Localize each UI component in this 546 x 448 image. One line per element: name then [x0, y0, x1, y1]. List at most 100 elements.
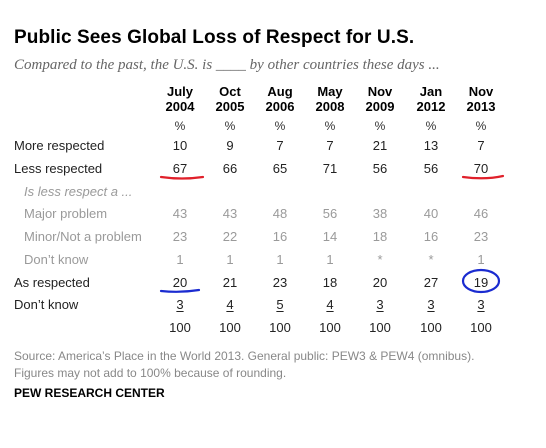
red-underline-july-2004 — [159, 175, 205, 180]
percent-unit-label: % — [274, 119, 286, 133]
column-header-month: Nov — [468, 84, 494, 99]
table-cell: 1 — [326, 252, 334, 267]
table-cell: * — [377, 252, 383, 267]
table-cell: 48 — [272, 206, 288, 221]
table-cell: 23 — [473, 229, 489, 244]
chart-title: Public Sees Global Loss of Respect for U… — [14, 27, 415, 48]
table-cell: 100 — [219, 320, 241, 335]
table-cell: 13 — [423, 138, 439, 153]
column-header-year: 2008 — [315, 99, 345, 114]
column-header-year: 2009 — [365, 99, 395, 114]
table-cell: 66 — [222, 161, 238, 176]
table-cell: * — [428, 252, 434, 267]
table-cell: 23 — [272, 275, 288, 290]
table-cell: 22 — [222, 229, 238, 244]
table-cell: 70 — [473, 161, 489, 176]
table-cell: 46 — [473, 206, 489, 221]
row-label: As respected — [14, 275, 90, 290]
column-header-month: May — [317, 84, 343, 99]
percent-unit-label: % — [475, 119, 487, 133]
percent-unit-label: % — [224, 119, 236, 133]
table-cell: 43 — [172, 206, 188, 221]
row-label: Major problem — [24, 206, 108, 221]
column-header: Aug 2006 — [250, 84, 310, 114]
percent-unit-label: % — [324, 119, 336, 133]
table-cell: 1 — [176, 252, 184, 267]
table-cell: 7 — [326, 138, 334, 153]
column-header: Jan 2012 — [401, 84, 461, 114]
chart-subtitle: Compared to the past, the U.S. is ____ b… — [14, 57, 440, 73]
table-cell: 21 — [222, 275, 238, 290]
table-cell: 40 — [423, 206, 439, 221]
table-cell: 19 — [473, 275, 489, 290]
table-cell: 16 — [423, 229, 439, 244]
column-header-year: 2013 — [466, 99, 496, 114]
percent-unit-label: % — [374, 119, 386, 133]
table-cell: 21 — [372, 138, 388, 153]
column-header: May 2008 — [300, 84, 360, 114]
table-cell: 3 — [477, 297, 485, 312]
table-cell: 1 — [226, 252, 234, 267]
table-cell: 9 — [226, 138, 234, 153]
row-label: Don’t know — [24, 252, 89, 267]
table-cell: 18 — [322, 275, 338, 290]
column-header-year: 2005 — [215, 99, 245, 114]
table-cell: 14 — [322, 229, 338, 244]
table-cell: 100 — [319, 320, 341, 335]
column-header: Nov 2013 — [451, 84, 511, 114]
table-cell: 3 — [427, 297, 435, 312]
row-label: Is less respect a ... — [24, 184, 133, 199]
column-header-year: 2012 — [416, 99, 446, 114]
table-cell: 1 — [477, 252, 485, 267]
table-cell: 10 — [172, 138, 188, 153]
column-header: July 2004 — [150, 84, 210, 114]
table-cell: 38 — [372, 206, 388, 221]
table-cell: 27 — [423, 275, 439, 290]
table-cell: 3 — [176, 297, 184, 312]
red-underline-nov-2013 — [461, 174, 505, 180]
table-cell: 1 — [276, 252, 284, 267]
table-cell: 4 — [326, 297, 334, 312]
organization-credit: PEW RESEARCH CENTER — [14, 386, 165, 400]
table-cell: 100 — [269, 320, 291, 335]
column-header-year: 2004 — [165, 99, 195, 114]
row-label: Don’t know — [14, 297, 79, 312]
row-label: Minor/Not a problem — [24, 229, 142, 244]
table-cell: 100 — [369, 320, 391, 335]
table-cell: 5 — [276, 297, 284, 312]
table-cell: 71 — [322, 161, 338, 176]
table-cell: 43 — [222, 206, 238, 221]
row-label: Less respected — [14, 161, 103, 176]
table-cell: 100 — [169, 320, 191, 335]
table-cell: 16 — [272, 229, 288, 244]
table-cell: 56 — [423, 161, 439, 176]
row-label: More respected — [14, 138, 105, 153]
blue-underline-july-2004 — [159, 288, 201, 293]
table-cell: 20 — [372, 275, 388, 290]
source-note: Source: America’s Place in the World 201… — [14, 348, 474, 382]
source-line-2: Figures may not add to 100% because of r… — [14, 366, 287, 380]
table-cell: 20 — [172, 275, 188, 290]
percent-unit-label: % — [425, 119, 437, 133]
column-header-month: July — [166, 84, 193, 99]
table-cell: 100 — [470, 320, 492, 335]
table-cell: 67 — [172, 161, 188, 176]
column-header-year: 2006 — [265, 99, 295, 114]
table-cell: 7 — [276, 138, 284, 153]
table-cell: 56 — [322, 206, 338, 221]
table-cell: 4 — [226, 297, 234, 312]
table-cell: 100 — [420, 320, 442, 335]
table-cell: 23 — [172, 229, 188, 244]
column-header-month: Aug — [267, 84, 293, 99]
table-cell: 56 — [372, 161, 388, 176]
table-cell: 7 — [477, 138, 485, 153]
column-header-month: Nov — [367, 84, 393, 99]
table-cell: 65 — [272, 161, 288, 176]
column-header-month: Oct — [219, 84, 241, 99]
source-line-1: Source: America’s Place in the World 201… — [14, 349, 475, 363]
percent-unit-label: % — [174, 119, 186, 133]
table-cell: 18 — [372, 229, 388, 244]
column-header-month: Jan — [419, 84, 443, 99]
column-header: Nov 2009 — [350, 84, 410, 114]
